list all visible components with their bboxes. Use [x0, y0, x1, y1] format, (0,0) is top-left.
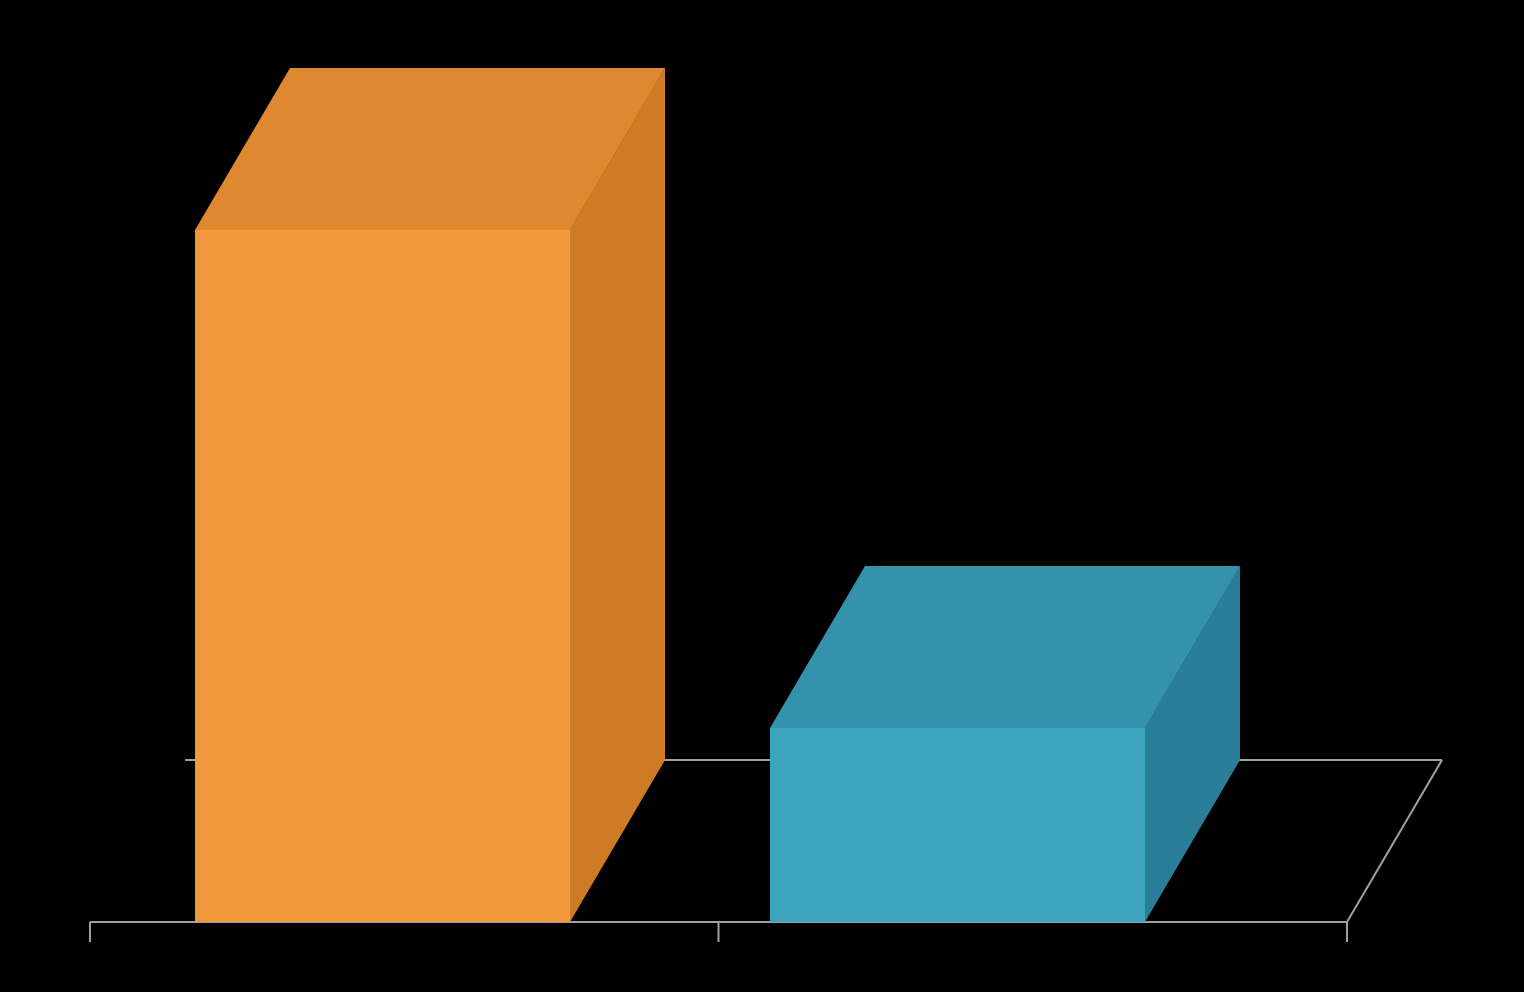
- bar-1: [195, 68, 665, 922]
- bar-2: [770, 566, 1240, 922]
- bar-chart-3d: [0, 0, 1524, 992]
